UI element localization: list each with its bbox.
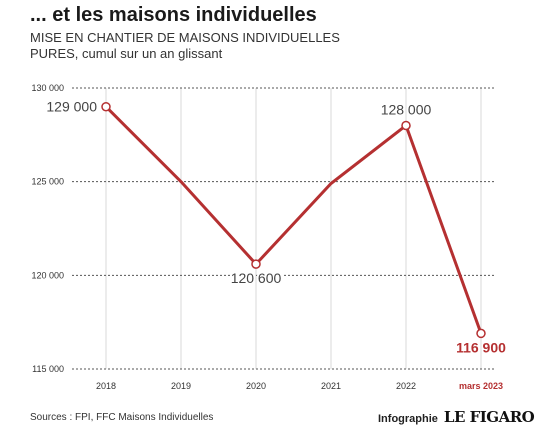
data-label: 116 900 [456, 339, 506, 355]
x-tick-label: 2021 [321, 381, 341, 391]
x-tick-label: 2020 [246, 381, 266, 391]
data-point-marker [476, 328, 486, 339]
credit: Infographie LE FIGARO [378, 408, 535, 426]
x-tick-label: mars 2023 [459, 381, 503, 391]
data-point-marker [401, 120, 411, 131]
data-label: 129 000 [46, 99, 97, 115]
x-tick-label: 2022 [396, 381, 416, 391]
x-tick-label: 2019 [171, 381, 191, 391]
series-line [104, 105, 483, 334]
y-tick-label: 130 000 [31, 83, 64, 93]
data-point-marker [101, 101, 111, 112]
chart-title: ... et les maisons individuelles [30, 4, 317, 26]
brand-logo: LE FIGARO [443, 408, 535, 426]
subtitle-line-1: MISE EN CHANTIER DE MAISONS INDIVIDUELLE… [30, 30, 340, 45]
subtitle-line-2: PURES, cumul sur un an glissant [30, 46, 223, 61]
data-point-marker [251, 259, 261, 269]
x-tick-label: 2018 [96, 381, 116, 391]
y-tick-label: 120 000 [31, 270, 64, 280]
data-label: 120 600 [231, 270, 282, 286]
sources-note: Sources : FPI, FFC Maisons Individuelles [30, 412, 214, 423]
data-label: 128 000 [381, 101, 432, 117]
y-tick-label: 115 000 [32, 364, 64, 374]
y-tick-label: 125 000 [31, 177, 64, 187]
chart-subtitle: MISE EN CHANTIER DE MAISONS INDIVIDUELLE… [30, 30, 410, 62]
credit-label: Infographie [378, 413, 438, 425]
